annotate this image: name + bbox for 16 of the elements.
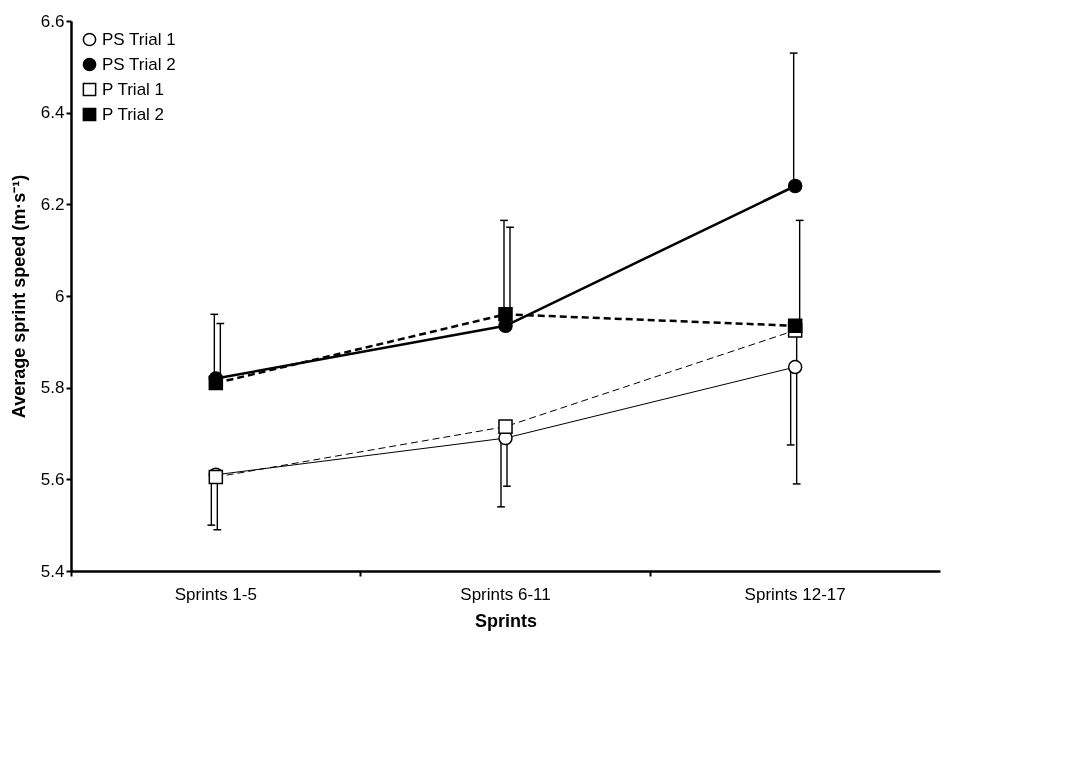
legend-label: PS Trial 2 bbox=[102, 54, 176, 74]
y-tick-label: 5.4 bbox=[40, 561, 65, 581]
y-tick-label: 6.6 bbox=[40, 11, 65, 31]
x-axis-title: Sprints bbox=[474, 610, 538, 631]
x-tick-label: Sprints 1-5 bbox=[174, 584, 257, 604]
legend-label: P Trial 1 bbox=[102, 79, 165, 99]
x-tick-label: Sprints 12-17 bbox=[744, 584, 846, 604]
y-tick-label: 5.8 bbox=[40, 378, 65, 398]
y-tick-label: 6.2 bbox=[40, 194, 65, 214]
y-tick-label: 6.4 bbox=[40, 103, 65, 123]
x-tick-label: Sprints 6-11 bbox=[460, 584, 551, 604]
y-axis-title: Average sprint speed (m·s⁻¹) bbox=[8, 174, 29, 419]
legend-label: P Trial 2 bbox=[102, 104, 165, 124]
y-tick-label: 5.6 bbox=[40, 469, 65, 489]
y-tick-label: 6 bbox=[55, 286, 65, 306]
legend-label: PS Trial 1 bbox=[102, 29, 176, 49]
